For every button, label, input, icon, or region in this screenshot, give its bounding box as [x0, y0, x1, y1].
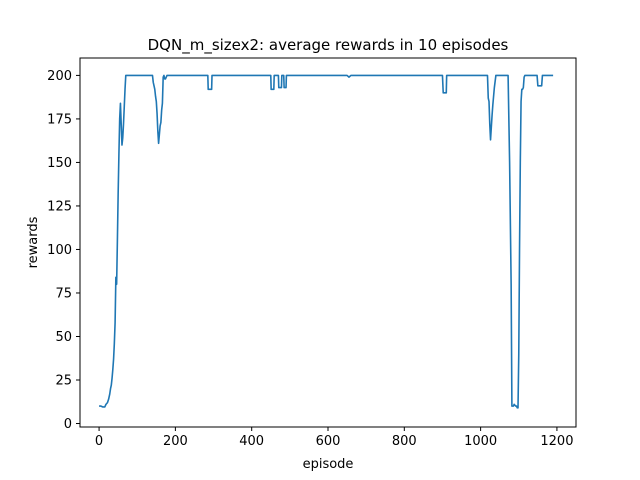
y-tick-label: 125: [47, 199, 72, 214]
y-tick-label: 0: [64, 417, 72, 432]
y-axis-ticks: 0 25 50 75 100 125 150 175 200: [47, 69, 80, 432]
y-axis-label: rewards: [26, 216, 41, 268]
y-tick-label: 25: [55, 374, 72, 389]
y-tick-label: 150: [47, 156, 72, 171]
x-tick-label: 600: [316, 434, 341, 449]
x-tick-label: 400: [239, 434, 264, 449]
x-axis-ticks: 0 200 400 600 800 1000 1200: [95, 427, 573, 449]
axes-frame: [79, 57, 577, 428]
y-tick-label: 50: [55, 330, 72, 345]
y-tick-label: 75: [55, 286, 72, 301]
chart-title: DQN_m_sizex2: average rewards in 10 epis…: [148, 36, 509, 55]
x-tick-label: 1000: [464, 434, 497, 449]
x-tick-label: 0: [95, 434, 103, 449]
plot-area: [99, 74, 554, 409]
x-tick-label: 1200: [540, 434, 573, 449]
x-tick-label: 800: [392, 434, 417, 449]
y-tick-label: 100: [47, 243, 72, 258]
x-axis-label: episode: [303, 457, 354, 472]
y-tick-label: 200: [47, 69, 72, 84]
x-tick-label: 200: [163, 434, 188, 449]
y-tick-label: 175: [47, 112, 72, 127]
series-line-0: [99, 74, 554, 409]
